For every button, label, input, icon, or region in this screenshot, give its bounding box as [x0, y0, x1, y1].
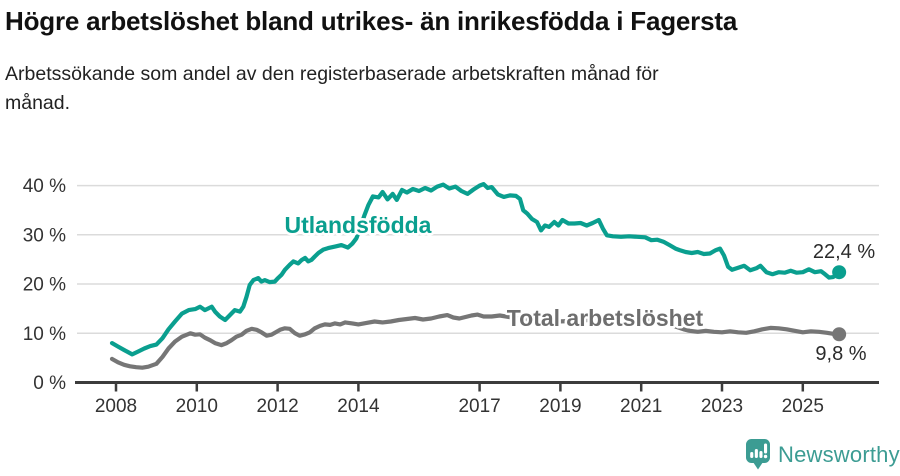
page-title: Högre arbetslöshet bland utrikes- än inr…: [5, 6, 738, 36]
x-tick-label-2019: 2019: [539, 396, 581, 417]
x-tick-label-2008: 2008: [95, 396, 137, 417]
y-tick-label-30: 30 %: [23, 225, 66, 246]
newsworthy-logo-text: Newsworthy: [778, 442, 900, 467]
x-tick-label-2021: 2021: [620, 396, 662, 417]
end-dot-series-1: [832, 327, 847, 342]
end-dot-series-0: [832, 265, 847, 280]
x-tick-label-2012: 2012: [256, 396, 298, 417]
newsworthy-logo[interactable]: Newsworthy: [746, 439, 900, 471]
x-tick-label-2025: 2025: [782, 396, 824, 417]
end-value-label-utlandsfodda: 22,4 %: [813, 241, 875, 263]
grid-layer: 0 % 10 % 20 % 30 % 40 %: [23, 176, 879, 394]
series-label-total-arbetsloshet: Total arbetslöshet: [507, 305, 704, 331]
labels-layer: Utlandsfödda Total arbetslöshet 22,4 % 9…: [282, 210, 875, 366]
series-label-utlandsfodda: Utlandsfödda: [285, 212, 432, 238]
page-subtitle-line2: månad.: [5, 92, 71, 114]
chart-svg: 0 % 10 % 20 % 30 % 40 % 2008 2010 2012 2014 2017…: [23, 176, 879, 417]
x-tick-label-2010: 2010: [176, 396, 218, 417]
x-tick-label-2014: 2014: [337, 396, 380, 417]
series-layer: [109, 181, 847, 370]
x-tick-label-2017: 2017: [458, 396, 500, 417]
y-tick-label-40: 40 %: [23, 176, 66, 197]
axis-layer: 2008 2010 2012 2014 2017 2019 2021 2023 2025: [75, 381, 879, 417]
newsworthy-logo-icon: [746, 439, 770, 471]
y-tick-label-0: 0 %: [33, 373, 66, 394]
x-tick-label-2023: 2023: [701, 396, 743, 417]
line-series-1: [109, 312, 842, 370]
page-subtitle: Arbetssökande som andel av den registerb…: [5, 60, 659, 118]
end-value-label-total: 9,8 %: [815, 343, 866, 365]
line-series-0: [109, 181, 842, 357]
page-subtitle-line1: Arbetssökande som andel av den registerb…: [5, 63, 659, 85]
speech-bubble-chart-icon: [746, 439, 770, 470]
y-tick-label-20: 20 %: [23, 275, 66, 296]
y-tick-label-10: 10 %: [23, 324, 66, 345]
